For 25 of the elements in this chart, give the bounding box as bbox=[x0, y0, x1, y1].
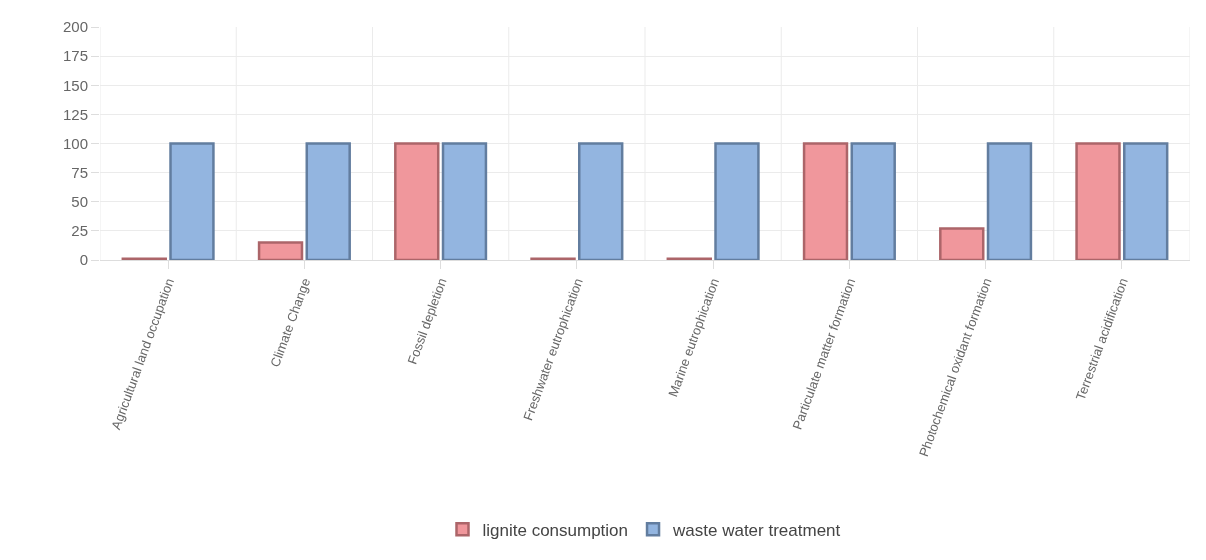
y-tick-label: 0 bbox=[79, 251, 88, 269]
bar bbox=[1123, 142, 1169, 260]
y-tick-label: 100 bbox=[62, 134, 88, 152]
y-tick-label: 150 bbox=[62, 76, 88, 94]
bar bbox=[169, 142, 215, 260]
legend-label: lignite consumption bbox=[482, 520, 629, 540]
bar bbox=[939, 227, 985, 260]
bar bbox=[578, 142, 624, 260]
bar bbox=[394, 142, 440, 260]
bar bbox=[257, 241, 304, 260]
y-tick-label: 175 bbox=[62, 47, 88, 65]
y-tick-label: 200 bbox=[62, 18, 88, 36]
y-tick-label: 75 bbox=[71, 163, 88, 181]
bar bbox=[1075, 142, 1121, 260]
bar bbox=[714, 142, 760, 260]
bar bbox=[986, 142, 1033, 260]
legend-label: waste water treatment bbox=[672, 520, 841, 540]
x-tick-label: Climate Change bbox=[267, 276, 314, 369]
bar bbox=[305, 142, 351, 260]
bar bbox=[850, 142, 896, 260]
bar bbox=[802, 142, 849, 260]
y-tick-label: 125 bbox=[62, 105, 88, 123]
y-tick-label: 50 bbox=[71, 193, 88, 210]
bar bbox=[441, 142, 488, 260]
y-tick-label: 25 bbox=[71, 222, 88, 240]
